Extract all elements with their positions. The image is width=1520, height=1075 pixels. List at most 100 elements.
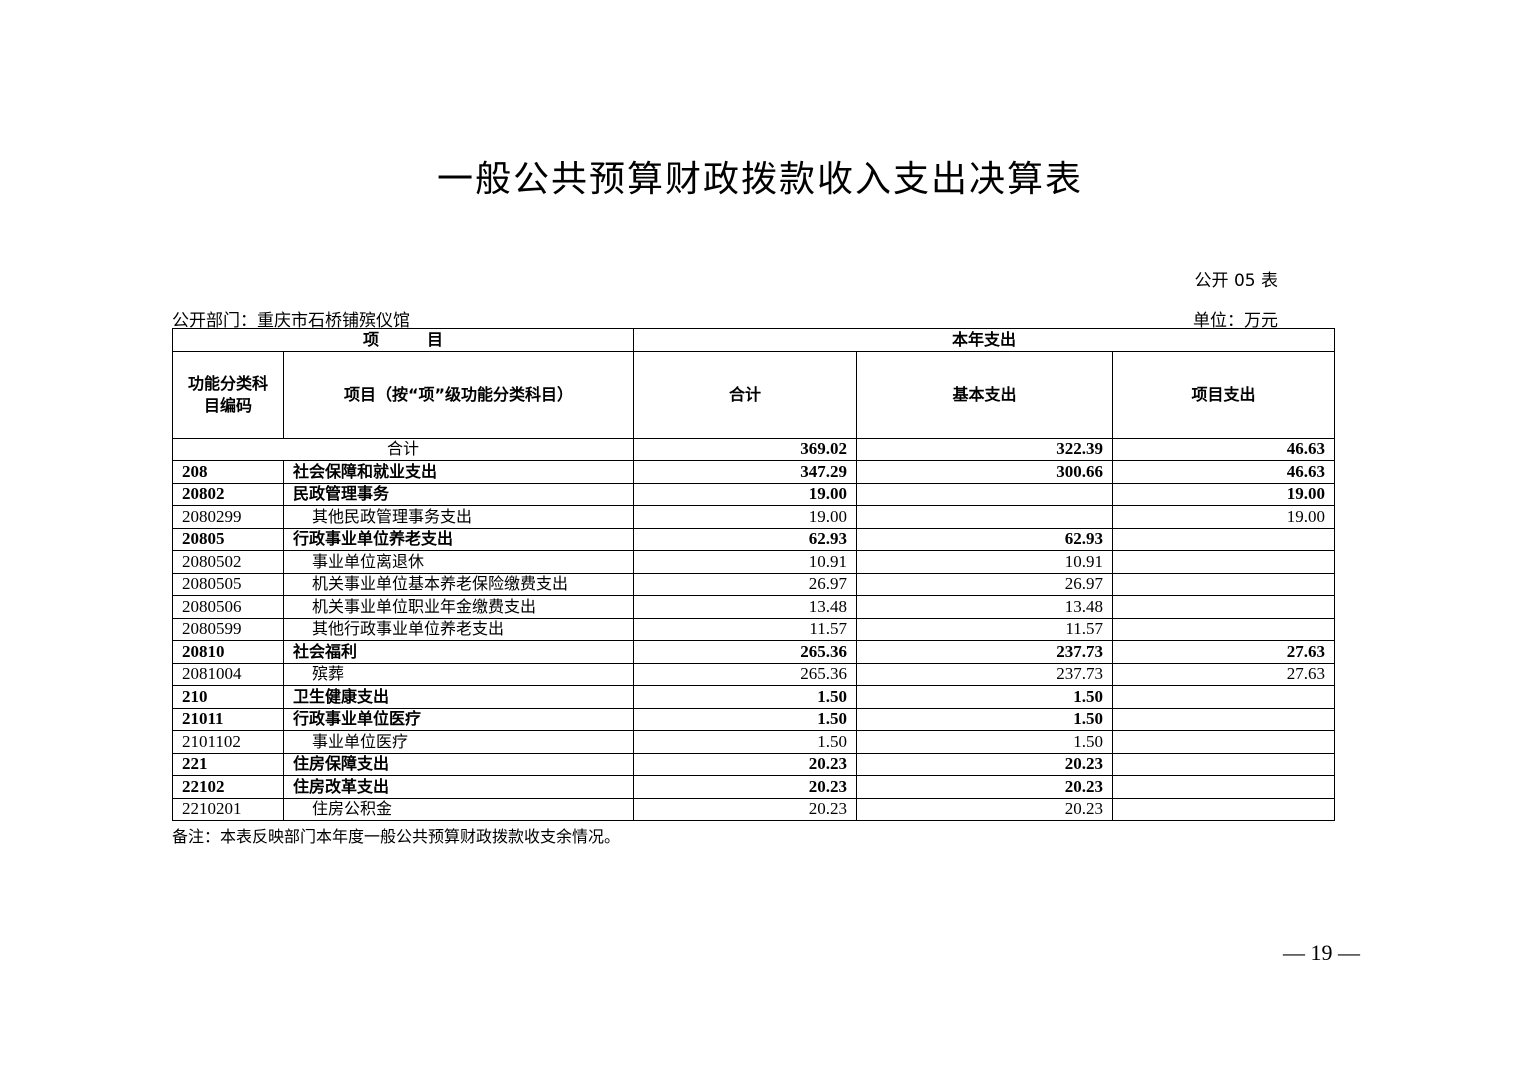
group-header: 项 目 [171,328,635,352]
name-cell: 事业单位医疗 [282,730,635,754]
name-cell: 社会保障和就业支出 [282,460,635,484]
amount-cell [1112,685,1336,709]
table-row: 20802 民政管理事务 19.00 19.00 [172,482,1336,506]
amount-cell [1112,550,1336,574]
amount-cell: 237.73 [856,662,1114,686]
code-cell: 2081004 [172,662,284,686]
table-row: 2080506 机关事业单位职业年金缴费支出 13.48 13.48 [172,595,1336,619]
amount-cell: 10.91 [856,550,1114,574]
table-label: 公开 05 表 [1194,271,1278,291]
column-header: 项目（按“项”级功能分类科目） [282,350,635,439]
amount-cell [1112,752,1336,776]
amount-cell: 20.23 [633,775,858,799]
amount-cell [1112,572,1336,596]
table-row: 2080299 其他民政管理事务支出 19.00 19.00 [172,505,1336,529]
code-cell: 2080502 [172,550,284,574]
amount-cell: 19.00 [633,482,858,506]
title: 一般公共预算财政拨款收入支出决算表 [436,159,1083,200]
amount-cell [856,505,1114,529]
amount-cell: 46.63 [1112,460,1336,484]
name-cell: 住房公积金 [282,797,635,821]
code-cell: 2101102 [172,730,284,754]
amount-cell: 13.48 [856,595,1114,619]
amount-cell: 20.23 [856,797,1114,821]
code-cell: 20805 [172,527,284,551]
amount-cell [1112,797,1336,821]
name-cell: 行政事业单位医疗 [282,707,635,731]
amount-cell: 20.23 [856,775,1114,799]
amount-cell: 347.29 [633,460,858,484]
table-row: 20805 行政事业单位养老支出 62.93 62.93 [172,527,1336,551]
code-cell: 2080505 [172,572,284,596]
table-row: 2080505 机关事业单位基本养老保险缴费支出 26.97 26.97 [172,572,1336,596]
table-row: 2081004 殡葬 265.36 237.73 27.63 [172,662,1336,686]
name-cell: 住房保障支出 [282,752,635,776]
amount-cell: 1.50 [856,685,1114,709]
name-cell: 民政管理事务 [282,482,635,506]
note: 备注：本表反映部门本年度一般公共预算财政拨款收支余情况。 [172,827,621,846]
table-row: 20810 社会福利 265.36 237.73 27.63 [172,640,1336,664]
table-row: 2080502 事业单位离退休 10.91 10.91 [172,550,1336,574]
amount-cell: 1.50 [633,685,858,709]
table-row: 210 卫生健康支出 1.50 1.50 [172,685,1336,709]
amount-cell: 62.93 [633,527,858,551]
unit: 单位：万元 [1193,311,1278,331]
amount-cell [856,482,1114,506]
name-cell: 殡葬 [282,662,635,686]
amount-cell: 19.00 [633,505,858,529]
table-row: 2080599 其他行政事业单位养老支出 11.57 11.57 [172,617,1336,641]
total-cell: 322.39 [856,437,1114,461]
table-row: 2101102 事业单位医疗 1.50 1.50 [172,730,1336,754]
code-cell: 2080506 [172,595,284,619]
code-cell: 208 [172,460,284,484]
table: 项 目 本年支出 功能分类科目编码 项目（按“项”级功能分类科目） 合计 基本支… [171,328,1336,821]
department: 公开部门：重庆市石桥铺殡仪馆 [172,311,410,331]
page-number: — 19 — [1283,940,1360,965]
name-cell: 其他民政管理事务支出 [282,505,635,529]
amount-cell: 19.00 [1112,482,1336,506]
name-cell: 机关事业单位职业年金缴费支出 [282,595,635,619]
amount-cell: 20.23 [856,752,1114,776]
group-header: 本年支出 [633,328,1336,352]
amount-cell: 1.50 [856,707,1114,731]
amount-cell [1112,617,1336,641]
amount-cell: 27.63 [1112,640,1336,664]
name-cell: 卫生健康支出 [282,685,635,709]
amount-cell: 10.91 [633,550,858,574]
total-label: 合计 [171,437,635,461]
amount-cell [1112,707,1336,731]
amount-cell: 1.50 [633,730,858,754]
amount-cell: 20.23 [633,752,858,776]
amount-cell [1112,527,1336,551]
name-cell: 事业单位离退休 [282,550,635,574]
code-cell: 221 [172,752,284,776]
column-header: 功能分类科目编码 [172,350,284,439]
amount-cell [1112,730,1336,754]
amount-cell: 20.23 [633,797,858,821]
name-cell: 机关事业单位基本养老保险缴费支出 [282,572,635,596]
total-cell: 369.02 [633,437,858,461]
amount-cell: 13.48 [633,595,858,619]
amount-cell [1112,595,1336,619]
code-cell: 22102 [172,775,284,799]
column-header: 合计 [633,350,858,439]
table-row: 21011 行政事业单位医疗 1.50 1.50 [172,707,1336,731]
name-cell: 住房改革支出 [282,775,635,799]
code-cell: 2080299 [172,505,284,529]
amount-cell: 26.97 [856,572,1114,596]
group-header-row: 项 目 本年支出 [171,328,1336,352]
name-cell: 社会福利 [282,640,635,664]
amount-cell [1112,775,1336,799]
amount-cell: 19.00 [1112,505,1336,529]
amount-cell: 265.36 [633,640,858,664]
table-row: 2210201 住房公积金 20.23 20.23 [172,797,1336,821]
amount-cell: 62.93 [856,527,1114,551]
amount-cell: 11.57 [856,617,1114,641]
column-header: 基本支出 [856,350,1114,439]
column-header-row: 功能分类科目编码 项目（按“项”级功能分类科目） 合计 基本支出 项目支出 [172,350,1336,439]
name-cell: 其他行政事业单位养老支出 [282,617,635,641]
name-cell: 行政事业单位养老支出 [282,527,635,551]
code-cell: 20810 [172,640,284,664]
amount-cell: 237.73 [856,640,1114,664]
total-row: 合计 369.02 322.39 46.63 [171,437,1336,461]
